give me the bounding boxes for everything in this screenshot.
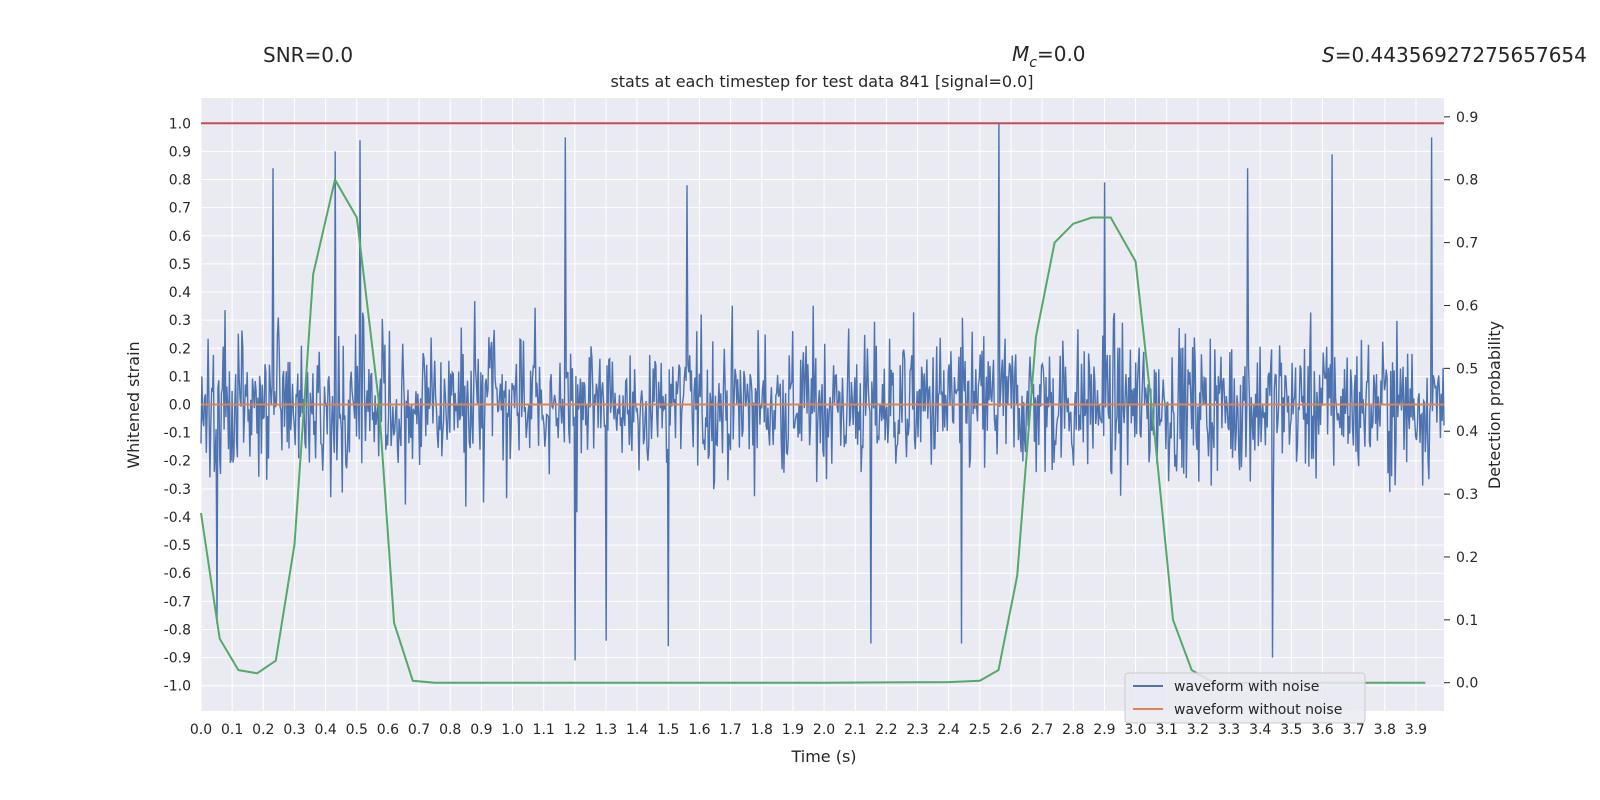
y-right-tick-label: 0.3 (1456, 487, 1478, 503)
x-tick-label: 2.1 (844, 722, 866, 738)
chirp-mass-symbol: M (1012, 42, 1029, 66)
y-left-axis-label: Whitened strain (124, 341, 143, 468)
y-left-tick-label: 0.8 (169, 173, 191, 189)
y-left-tick-label: 0.4 (169, 285, 191, 301)
noise-waveform-layer (200, 123, 1445, 661)
y-right-tick-label: 0.4 (1456, 424, 1478, 440)
y-left-tick-label: 0.6 (169, 229, 191, 245)
y-left-tick-label: -0.5 (164, 538, 191, 554)
x-tick-label: 3.0 (1124, 722, 1146, 738)
probability-layer (200, 177, 1426, 684)
y-right-tick-label: 0.6 (1456, 298, 1478, 314)
y-right-tick-label: 0.1 (1456, 613, 1478, 629)
x-tick-label: 0.7 (408, 722, 430, 738)
x-tick-label: 0.0 (190, 722, 212, 738)
legend: waveform with noise waveform without noi… (1124, 672, 1366, 724)
y-right-tick-label: 0.2 (1456, 550, 1478, 566)
noise-waveform-line (200, 123, 1445, 661)
x-tick-label: 3.2 (1187, 722, 1209, 738)
x-tick-label: 3.5 (1280, 722, 1302, 738)
x-tick-label: 1.1 (533, 722, 555, 738)
chirp-mass-value: =0.0 (1037, 42, 1086, 66)
s-stat-label: S=0.44356927275657654 (1322, 43, 1587, 67)
x-tick-label: 1.6 (688, 722, 710, 738)
y-left-tick-label: -0.2 (164, 454, 191, 470)
y-left-tick-labels: 1.0 0.9 0.8 0.7 0.6 0.5 0.4 0.3 0.2 0.1 0.0 -0.1 -0.… (164, 116, 191, 694)
x-tick-label: 1.7 (719, 722, 741, 738)
y-left-tick-label: -1.0 (164, 679, 191, 695)
s-stat-symbol: S (1322, 43, 1335, 67)
chirp-mass-subscript: c (1029, 55, 1037, 71)
y-left-tick-label: -0.6 (164, 566, 191, 582)
y-right-tick-label: 0.8 (1456, 173, 1478, 189)
x-tick-label: 2.3 (906, 722, 928, 738)
y-left-tick-label: 0.1 (169, 369, 191, 385)
x-tick-label: 0.5 (346, 722, 368, 738)
x-tick-label: 3.1 (1156, 722, 1178, 738)
y-left-tick-label: 0.2 (169, 341, 191, 357)
x-tick-label: 1.0 (501, 722, 523, 738)
x-tick-label: 1.5 (657, 722, 679, 738)
x-tick-label: 3.6 (1311, 722, 1333, 738)
y-left-tick-label: 0.5 (169, 257, 191, 273)
s-stat-value: =0.44356927275657654 (1335, 43, 1587, 67)
x-tick-label: 0.9 (470, 722, 492, 738)
x-tick-label: 0.4 (314, 722, 336, 738)
x-tick-label: 2.6 (1000, 722, 1022, 738)
x-tick-label: 1.2 (564, 722, 586, 738)
y-left-tick-label: -0.1 (164, 426, 191, 442)
y-left-tick-label: 0.3 (169, 313, 191, 329)
legend-label-clean: waveform without noise (1174, 702, 1342, 718)
x-tick-label: 3.7 (1343, 722, 1365, 738)
x-tick-label: 1.8 (751, 722, 773, 738)
legend-box (1124, 672, 1366, 724)
x-tick-label: 2.9 (1093, 722, 1115, 738)
x-tick-label: 2.0 (813, 722, 835, 738)
y-right-tick-label: 0.7 (1456, 236, 1478, 252)
y-right-tick-label: 0.0 (1456, 676, 1478, 692)
y-left-tick-label: -0.3 (164, 482, 191, 498)
x-tick-label: 1.3 (595, 722, 617, 738)
x-tick-label: 0.8 (439, 722, 461, 738)
x-tick-label: 3.4 (1249, 722, 1271, 738)
y-left-tick-label: 0.9 (169, 144, 191, 160)
x-tick-label: 1.9 (782, 722, 804, 738)
y-left-tick-label: -0.9 (164, 651, 191, 667)
x-tick-label: 2.7 (1031, 722, 1053, 738)
legend-label-noise: waveform with noise (1174, 679, 1319, 695)
detection-probability-line (200, 177, 1426, 684)
chirp-mass-label: Mc=0.0 (1012, 42, 1086, 71)
y-right-axis-label: Detection probability (1485, 321, 1504, 489)
y-left-tick-label: -0.4 (164, 510, 191, 526)
y-left-tick-label: 1.0 (169, 116, 191, 132)
x-axis-label: Time (s) (790, 747, 856, 766)
snr-label: SNR=0.0 (263, 43, 353, 67)
x-tick-labels: 0.0 0.1 0.2 0.3 0.4 0.5 0.6 0.7 0.8 0.9 1.0 1.1 1.2 1… (190, 722, 1427, 738)
x-tick-label: 3.8 (1374, 722, 1396, 738)
y-left-tick-label: 0.7 (169, 201, 191, 217)
x-tick-label: 3.3 (1218, 722, 1240, 738)
x-tick-label: 3.9 (1405, 722, 1427, 738)
y-right-tick-label: 0.9 (1456, 110, 1478, 126)
y-left-tick-label: -0.8 (164, 622, 191, 638)
x-tick-label: 2.4 (938, 722, 960, 738)
x-tick-label: 2.5 (969, 722, 991, 738)
y-left-tick-label: 0.0 (169, 398, 191, 414)
x-tick-label: 0.6 (377, 722, 399, 738)
y-left-tick-label: -0.7 (164, 594, 191, 610)
x-tick-label: 1.4 (626, 722, 648, 738)
x-tick-label: 0.2 (252, 722, 274, 738)
x-tick-label: 2.8 (1062, 722, 1084, 738)
y-right-tick-label: 0.5 (1456, 361, 1478, 377)
x-tick-label: 0.3 (283, 722, 305, 738)
x-tick-label: 0.1 (221, 722, 243, 738)
chart-title: stats at each timestep for test data 841… (610, 72, 1033, 91)
x-tick-label: 2.2 (875, 722, 897, 738)
y-right-tick-labels: 0.9 0.8 0.7 0.6 0.5 0.4 0.3 0.2 0.1 0.0 (1444, 110, 1478, 692)
